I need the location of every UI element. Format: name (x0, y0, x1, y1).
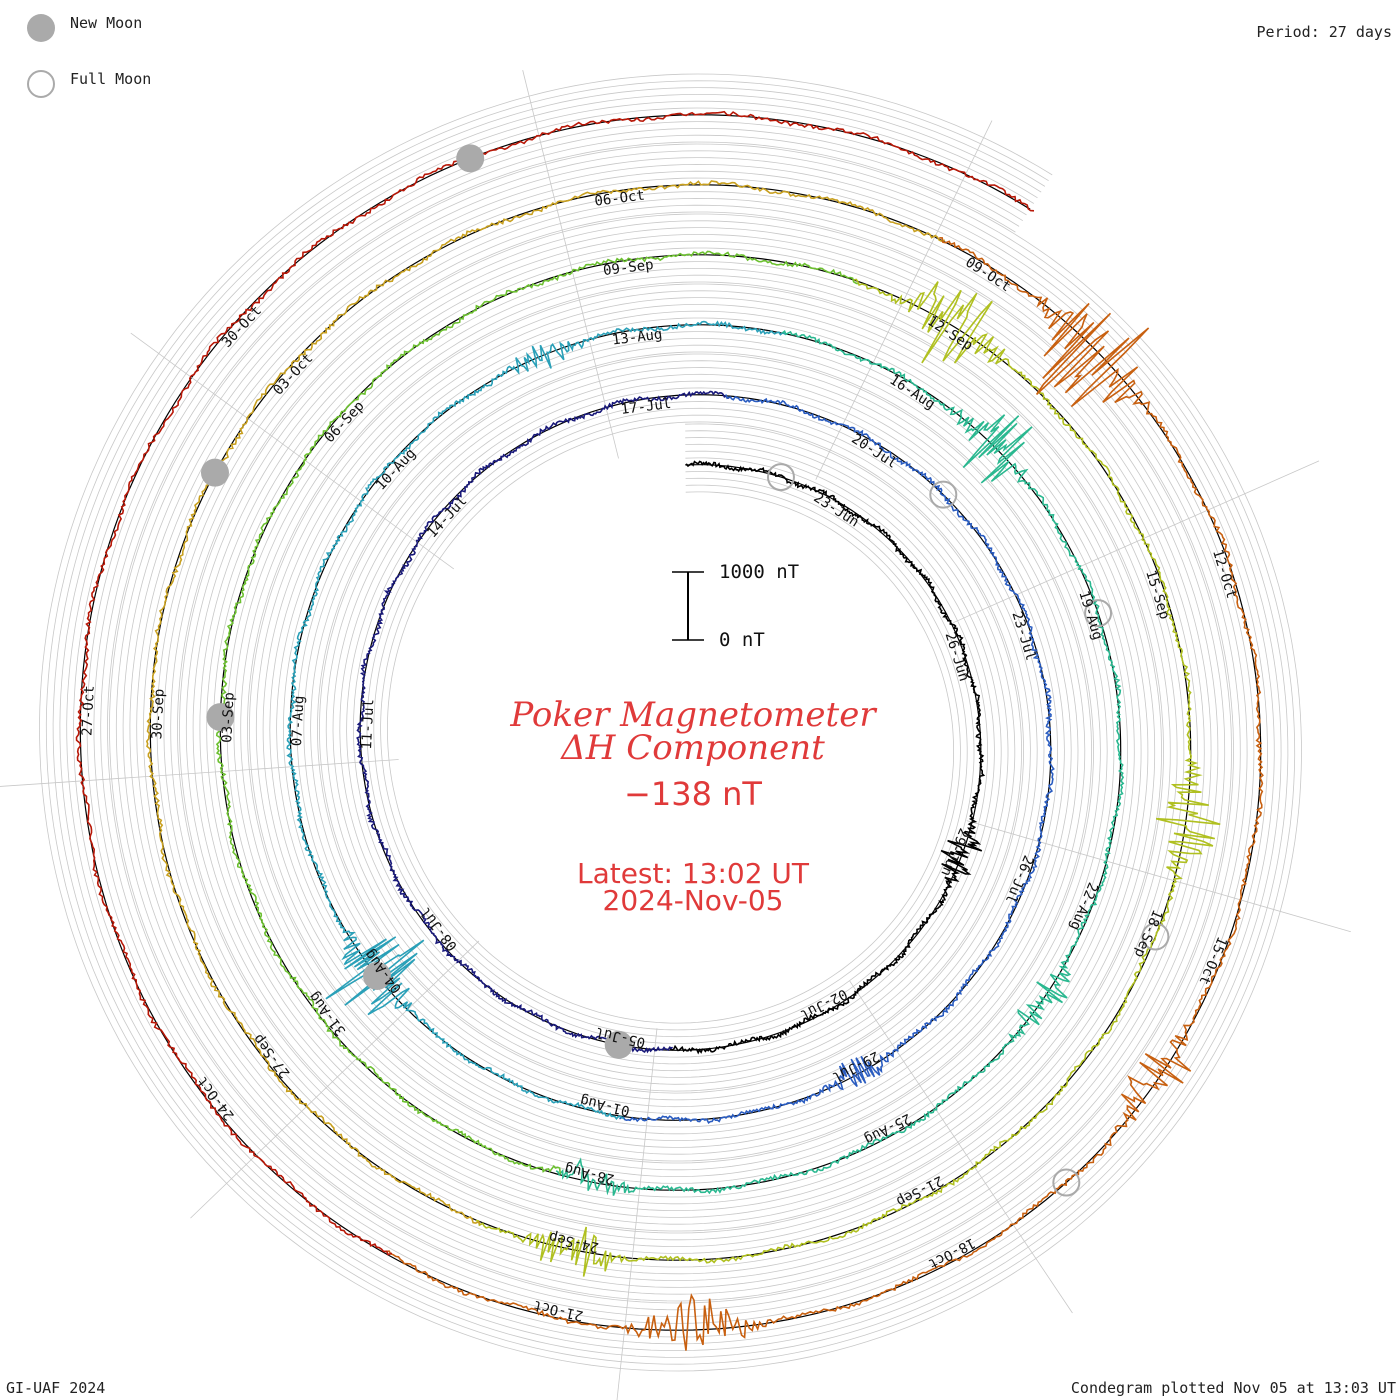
date-label: 18-Sep (1131, 907, 1165, 960)
date-label: 15-Oct (1195, 934, 1229, 987)
date-label: 18-Oct (925, 1234, 977, 1271)
new-moon-marker (363, 961, 392, 990)
new-moon-legend-icon (27, 14, 55, 42)
latest-time: Latest: 13:02 UT (576, 857, 810, 890)
trace-segment (668, 460, 986, 1055)
plotted-timestamp: Condegram plotted Nov 05 at 13:03 UT (1070, 1379, 1396, 1397)
new-moon-marker (604, 1030, 633, 1059)
date-label: 06-Sep (322, 398, 368, 446)
day-spoke (849, 980, 1073, 1314)
full-moon-legend-icon (27, 70, 55, 98)
date-label: 09-Sep (602, 257, 654, 279)
date-label: 07-Aug (289, 695, 307, 746)
trace-segment (215, 250, 859, 1174)
grid-spiral (59, 93, 1282, 1352)
day-spokes (0, 69, 1351, 1400)
date-label: 15-Sep (1142, 568, 1172, 621)
grid-spiral (45, 80, 1296, 1365)
date-label: 03-Sep (219, 692, 237, 743)
date-label: 02-Jul (797, 985, 849, 1022)
date-label: 13-Aug (611, 326, 663, 348)
scale-bar (672, 571, 704, 641)
new-moon-legend-label: New Moon (70, 14, 143, 32)
date-label: 17-Jul (620, 396, 672, 418)
grid-spiral (73, 107, 1268, 1338)
new-moon-marker (206, 703, 235, 732)
moon-markers (200, 144, 1170, 1197)
grid-spiral (86, 121, 1255, 1324)
trace-segment (555, 330, 1125, 1196)
new-moon-marker (456, 144, 485, 173)
full-moon-marker (929, 480, 958, 509)
date-label: 30-Oct (219, 303, 265, 351)
grid-spiral (100, 134, 1241, 1311)
grid-spiral (93, 127, 1248, 1318)
grid-spiral (66, 100, 1275, 1345)
date-label: 30-Sep (149, 688, 167, 739)
day-spoke (522, 69, 619, 459)
chart-title: Poker Magnetometer (510, 695, 876, 735)
scale-top-label: 1000 nT (719, 561, 800, 583)
date-label: 24-Oct (194, 1073, 237, 1123)
day-spoke (815, 120, 993, 480)
current-value: −138 nT (624, 775, 762, 813)
full-moon-marker (1052, 1168, 1081, 1197)
full-moon-marker (1084, 599, 1113, 628)
day-spoke (616, 1028, 658, 1400)
date-label: 19-Aug (1075, 589, 1105, 642)
period-label: Period: 27 days (1256, 23, 1392, 41)
date-label: 29-Jul (829, 1048, 881, 1085)
date-label: 14-Jul (424, 493, 470, 541)
trace-segment (475, 278, 1221, 1277)
day-spoke (0, 759, 399, 787)
date-label: 06-Oct (594, 188, 646, 210)
day-spoke (966, 820, 1351, 933)
trace-segment (385, 237, 1264, 1351)
date-label: 27-Sep (250, 1031, 293, 1081)
grid-spiral (107, 141, 1234, 1304)
day-spoke (953, 460, 1320, 624)
date-label: 11-Jul (359, 699, 377, 750)
new-moon-marker (200, 458, 229, 487)
date-label: 25-Aug (861, 1110, 913, 1147)
trace-segment (286, 320, 787, 1120)
grid-spiral (52, 87, 1289, 1358)
full-moon-marker (1141, 922, 1170, 951)
magnetometer-trace (75, 110, 1264, 1351)
date-label: 22-Aug (1066, 880, 1100, 933)
date-label: 27-Oct (79, 685, 97, 736)
grid-spiral (39, 73, 1302, 1372)
date-label: 21-Sep (893, 1172, 945, 1209)
trace-segment (619, 394, 1055, 1124)
scale-bottom-label: 0 nT (719, 629, 765, 651)
day-spoke (190, 940, 480, 1219)
trace-segment (75, 110, 1035, 1256)
full-moon-marker (766, 463, 795, 492)
chart-subtitle: ΔH Component (561, 728, 825, 768)
latest-date: 2024-Nov-05 (602, 884, 784, 917)
trace-segment (356, 390, 730, 1054)
date-label: 26-Jun (942, 630, 972, 683)
date-label: 03-Oct (270, 350, 316, 398)
trace-segment (145, 180, 946, 1226)
date-label: 12-Oct (1209, 548, 1239, 601)
full-moon-legend-label: Full Moon (70, 70, 152, 88)
day-spoke (130, 332, 455, 570)
credit-label: GI-UAF 2024 (6, 1379, 106, 1397)
date-label: 23-Jul (1008, 610, 1038, 663)
